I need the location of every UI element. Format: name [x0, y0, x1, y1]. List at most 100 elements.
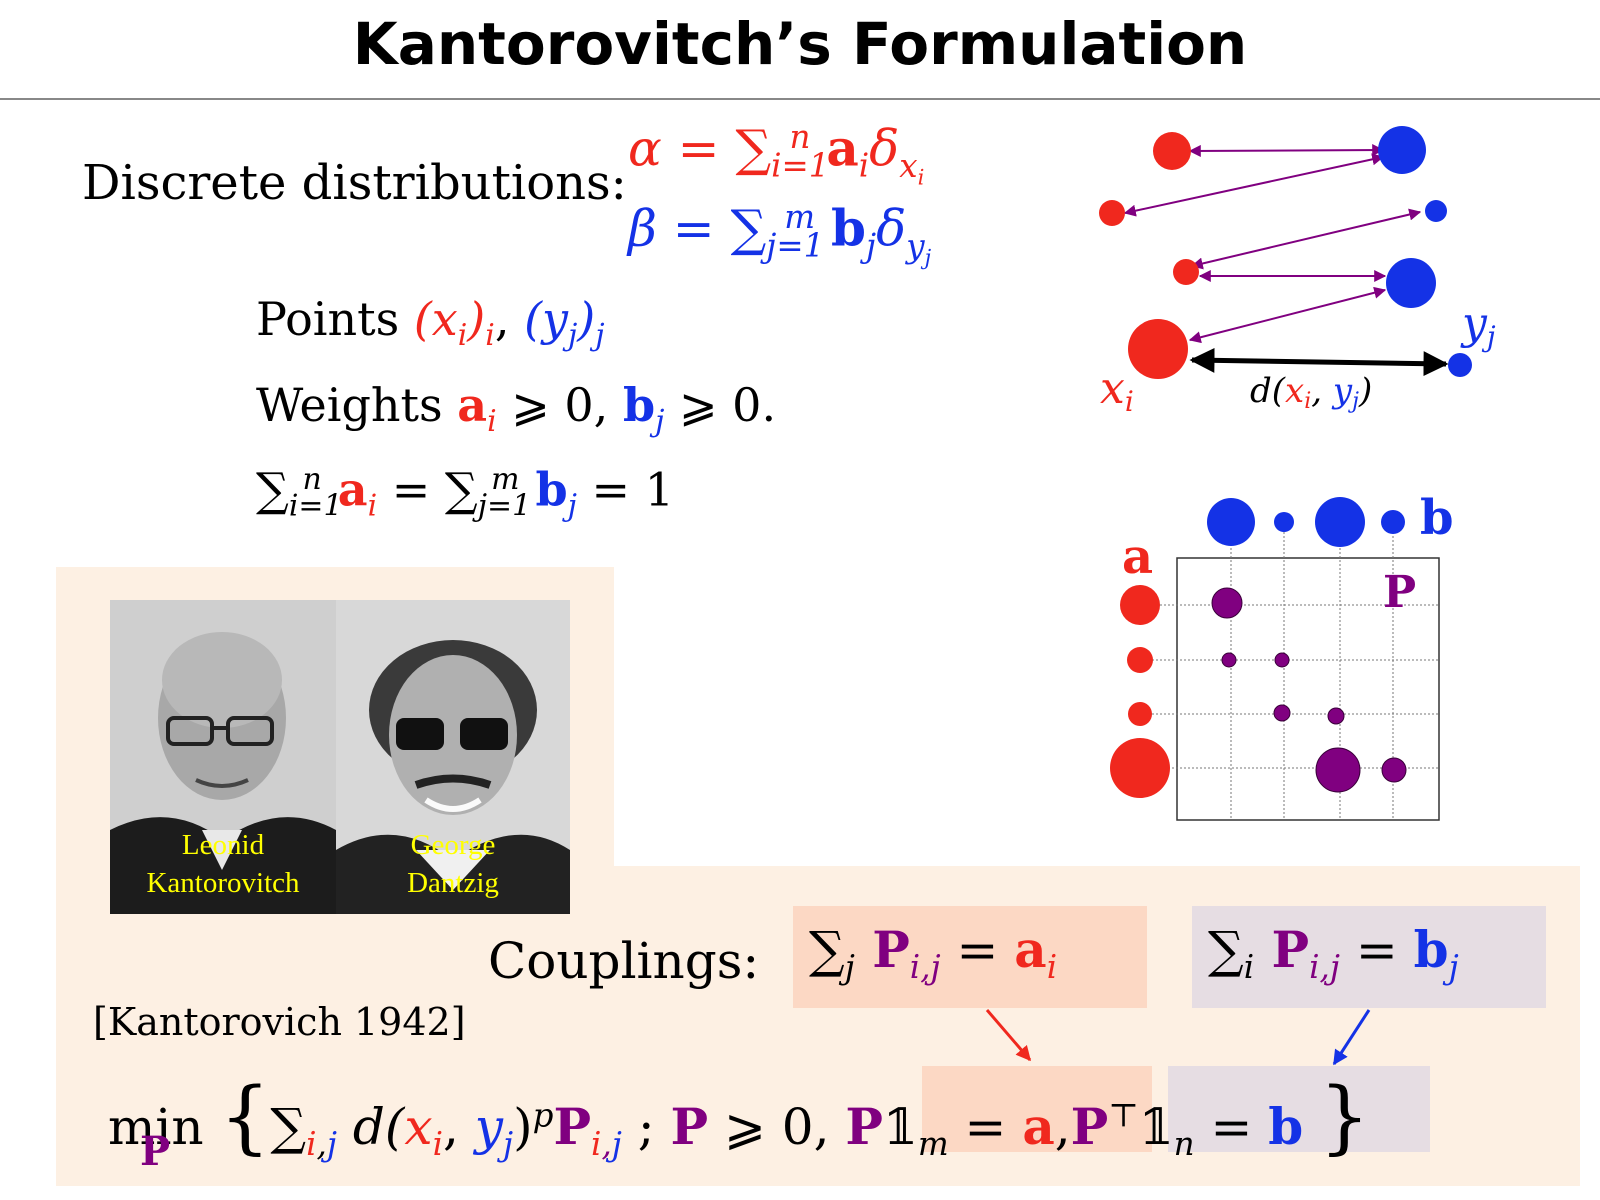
P-entry-4-3 — [1315, 747, 1361, 793]
coupling-matrix: a b P — [1110, 490, 1454, 821]
points-y-sub: j — [568, 318, 578, 354]
P-entry-3-2 — [1273, 704, 1291, 722]
obj-sum-sub: i,j — [306, 1125, 337, 1163]
a-weight-1 — [1120, 585, 1160, 625]
points-x-sub: i — [457, 318, 468, 354]
d-open: d( — [1250, 371, 1286, 411]
caption-dantzig-line2: Dantzig — [407, 867, 499, 899]
alpha-delta-i: i — [917, 164, 925, 190]
sum2-sup: m — [491, 462, 520, 497]
c2-P: P — [1254, 920, 1310, 979]
b-label: b — [1420, 490, 1454, 546]
sum1: ∑ — [256, 462, 289, 517]
obj-min: min — [108, 1098, 204, 1156]
obj-close-brace: } — [1319, 1070, 1371, 1163]
weights-geq2: ⩾ 0. — [664, 378, 777, 432]
source-point-1 — [1153, 132, 1191, 170]
sum-rhs: = 1 — [576, 462, 674, 517]
obj-one-m: 𝟙 — [883, 1098, 918, 1156]
distance-label: d(xi, yj) — [1250, 371, 1372, 414]
slide-title: Kantorovitch’s Formulation — [352, 10, 1248, 78]
obj-d: d( — [336, 1098, 405, 1156]
c2-b: b — [1413, 920, 1449, 979]
obj-transpose: ⊤ — [1108, 1096, 1139, 1135]
obj-one-n-sub: n — [1173, 1125, 1195, 1163]
photo-kantorovitch: Leonid Kantorovitch — [110, 600, 336, 914]
alpha-term-sub: i — [858, 146, 870, 185]
obj-P3: P — [845, 1097, 884, 1156]
source-point-4 — [1128, 319, 1188, 379]
marginal-b-box — [1168, 1066, 1430, 1152]
constraint-row-sum: ∑j Pi,j = ai — [809, 920, 1057, 986]
obj-sum-comma: , — [316, 1125, 327, 1163]
obj-P-j: j — [611, 1125, 622, 1163]
obj-y-sub: j — [503, 1125, 514, 1163]
c2-eq: = — [1339, 921, 1414, 979]
constraint-row-sum-box: ∑j Pi,j = ai — [793, 906, 1147, 1008]
source-point-3 — [1173, 259, 1199, 285]
c1-P: P — [854, 920, 910, 979]
caption-kantorovitch-line1: Leonid — [181, 829, 265, 861]
x-label-sub: i — [1125, 385, 1134, 418]
obj-P2: P — [670, 1097, 709, 1156]
c1-a: a — [1014, 920, 1047, 979]
obj-x-sub: i — [432, 1125, 443, 1163]
a-weight-2 — [1127, 647, 1153, 673]
obj-one-m-sub: m — [917, 1125, 949, 1163]
sum-eq: = — [377, 462, 445, 517]
caption-dantzig: George Dantzig — [336, 826, 570, 902]
b-weight-4 — [1381, 510, 1405, 534]
target-point-4 — [1448, 353, 1472, 377]
obj-sum-j: j — [326, 1125, 337, 1163]
c2-sum: ∑ — [1208, 921, 1244, 979]
target-point-1 — [1378, 126, 1426, 174]
beta-lhs: β = — [628, 199, 731, 258]
obj-eq-b: = — [1194, 1098, 1269, 1156]
b-weight-3 — [1315, 497, 1365, 547]
sum-constraint-line: ∑i=1n ai = ∑j=1m bj = 1 — [256, 462, 674, 524]
alpha-term: a — [826, 118, 859, 178]
obj-a: a — [1022, 1097, 1055, 1156]
portrait-kantorovitch-icon — [110, 600, 336, 914]
sum-b: b — [519, 462, 568, 517]
constraint-col-sum-box: ∑i Pi,j = bj — [1192, 906, 1546, 1008]
P-entry-2-2 — [1274, 652, 1290, 668]
points-y: (yj)j — [524, 292, 604, 353]
obj-b: b — [1268, 1097, 1304, 1156]
points-x: (xi)i — [414, 292, 495, 353]
beta-delta: δ — [876, 199, 907, 258]
points-label: Points — [256, 292, 414, 346]
caption-kantorovitch: Leonid Kantorovitch — [110, 826, 336, 902]
title-divider — [0, 98, 1600, 100]
P-entry-4-4 — [1381, 757, 1407, 783]
obj-P-sub: i,j — [591, 1125, 622, 1163]
beta-delta-y: y — [906, 226, 925, 265]
arrow-3 — [1190, 208, 1422, 270]
c2-P-sub: i,j — [1309, 948, 1340, 986]
caption-kantorovitch-line2: Kantorovitch — [146, 867, 300, 899]
sum-a-sub: i — [367, 488, 378, 524]
constraint2-arrow — [1332, 1009, 1371, 1066]
distance-arrow — [1189, 347, 1449, 377]
a-weight-3 — [1128, 702, 1152, 726]
P-entry-3-3 — [1327, 707, 1345, 725]
sum1-sub: i=1 — [288, 488, 343, 524]
photo-dantzig: George Dantzig — [336, 600, 570, 914]
obj-sum: ∑ — [270, 1098, 307, 1156]
sum-b-sub: j — [567, 488, 577, 524]
weights-b: b — [622, 378, 656, 432]
b-weight-2 — [1274, 512, 1294, 532]
marginal-a-box — [922, 1066, 1152, 1152]
x-label-letter: x — [1100, 363, 1125, 414]
weights-label: Weights — [256, 378, 458, 432]
c1-sum: ∑ — [809, 921, 845, 979]
alpha-delta-sub: xi — [899, 147, 924, 190]
beta-sum: ∑ — [730, 199, 767, 258]
obj-one-n: 𝟙 — [1138, 1098, 1174, 1156]
alpha-formula: α = ∑i=1n aiδxi — [628, 118, 924, 189]
weights-line: Weights ai ⩾ 0, bj ⩾ 0. — [256, 378, 776, 439]
c1-eq: = — [940, 921, 1015, 979]
beta-term: b — [831, 198, 866, 258]
min-subscript-P: P — [140, 1128, 171, 1175]
points-y-close: ) — [577, 292, 596, 346]
